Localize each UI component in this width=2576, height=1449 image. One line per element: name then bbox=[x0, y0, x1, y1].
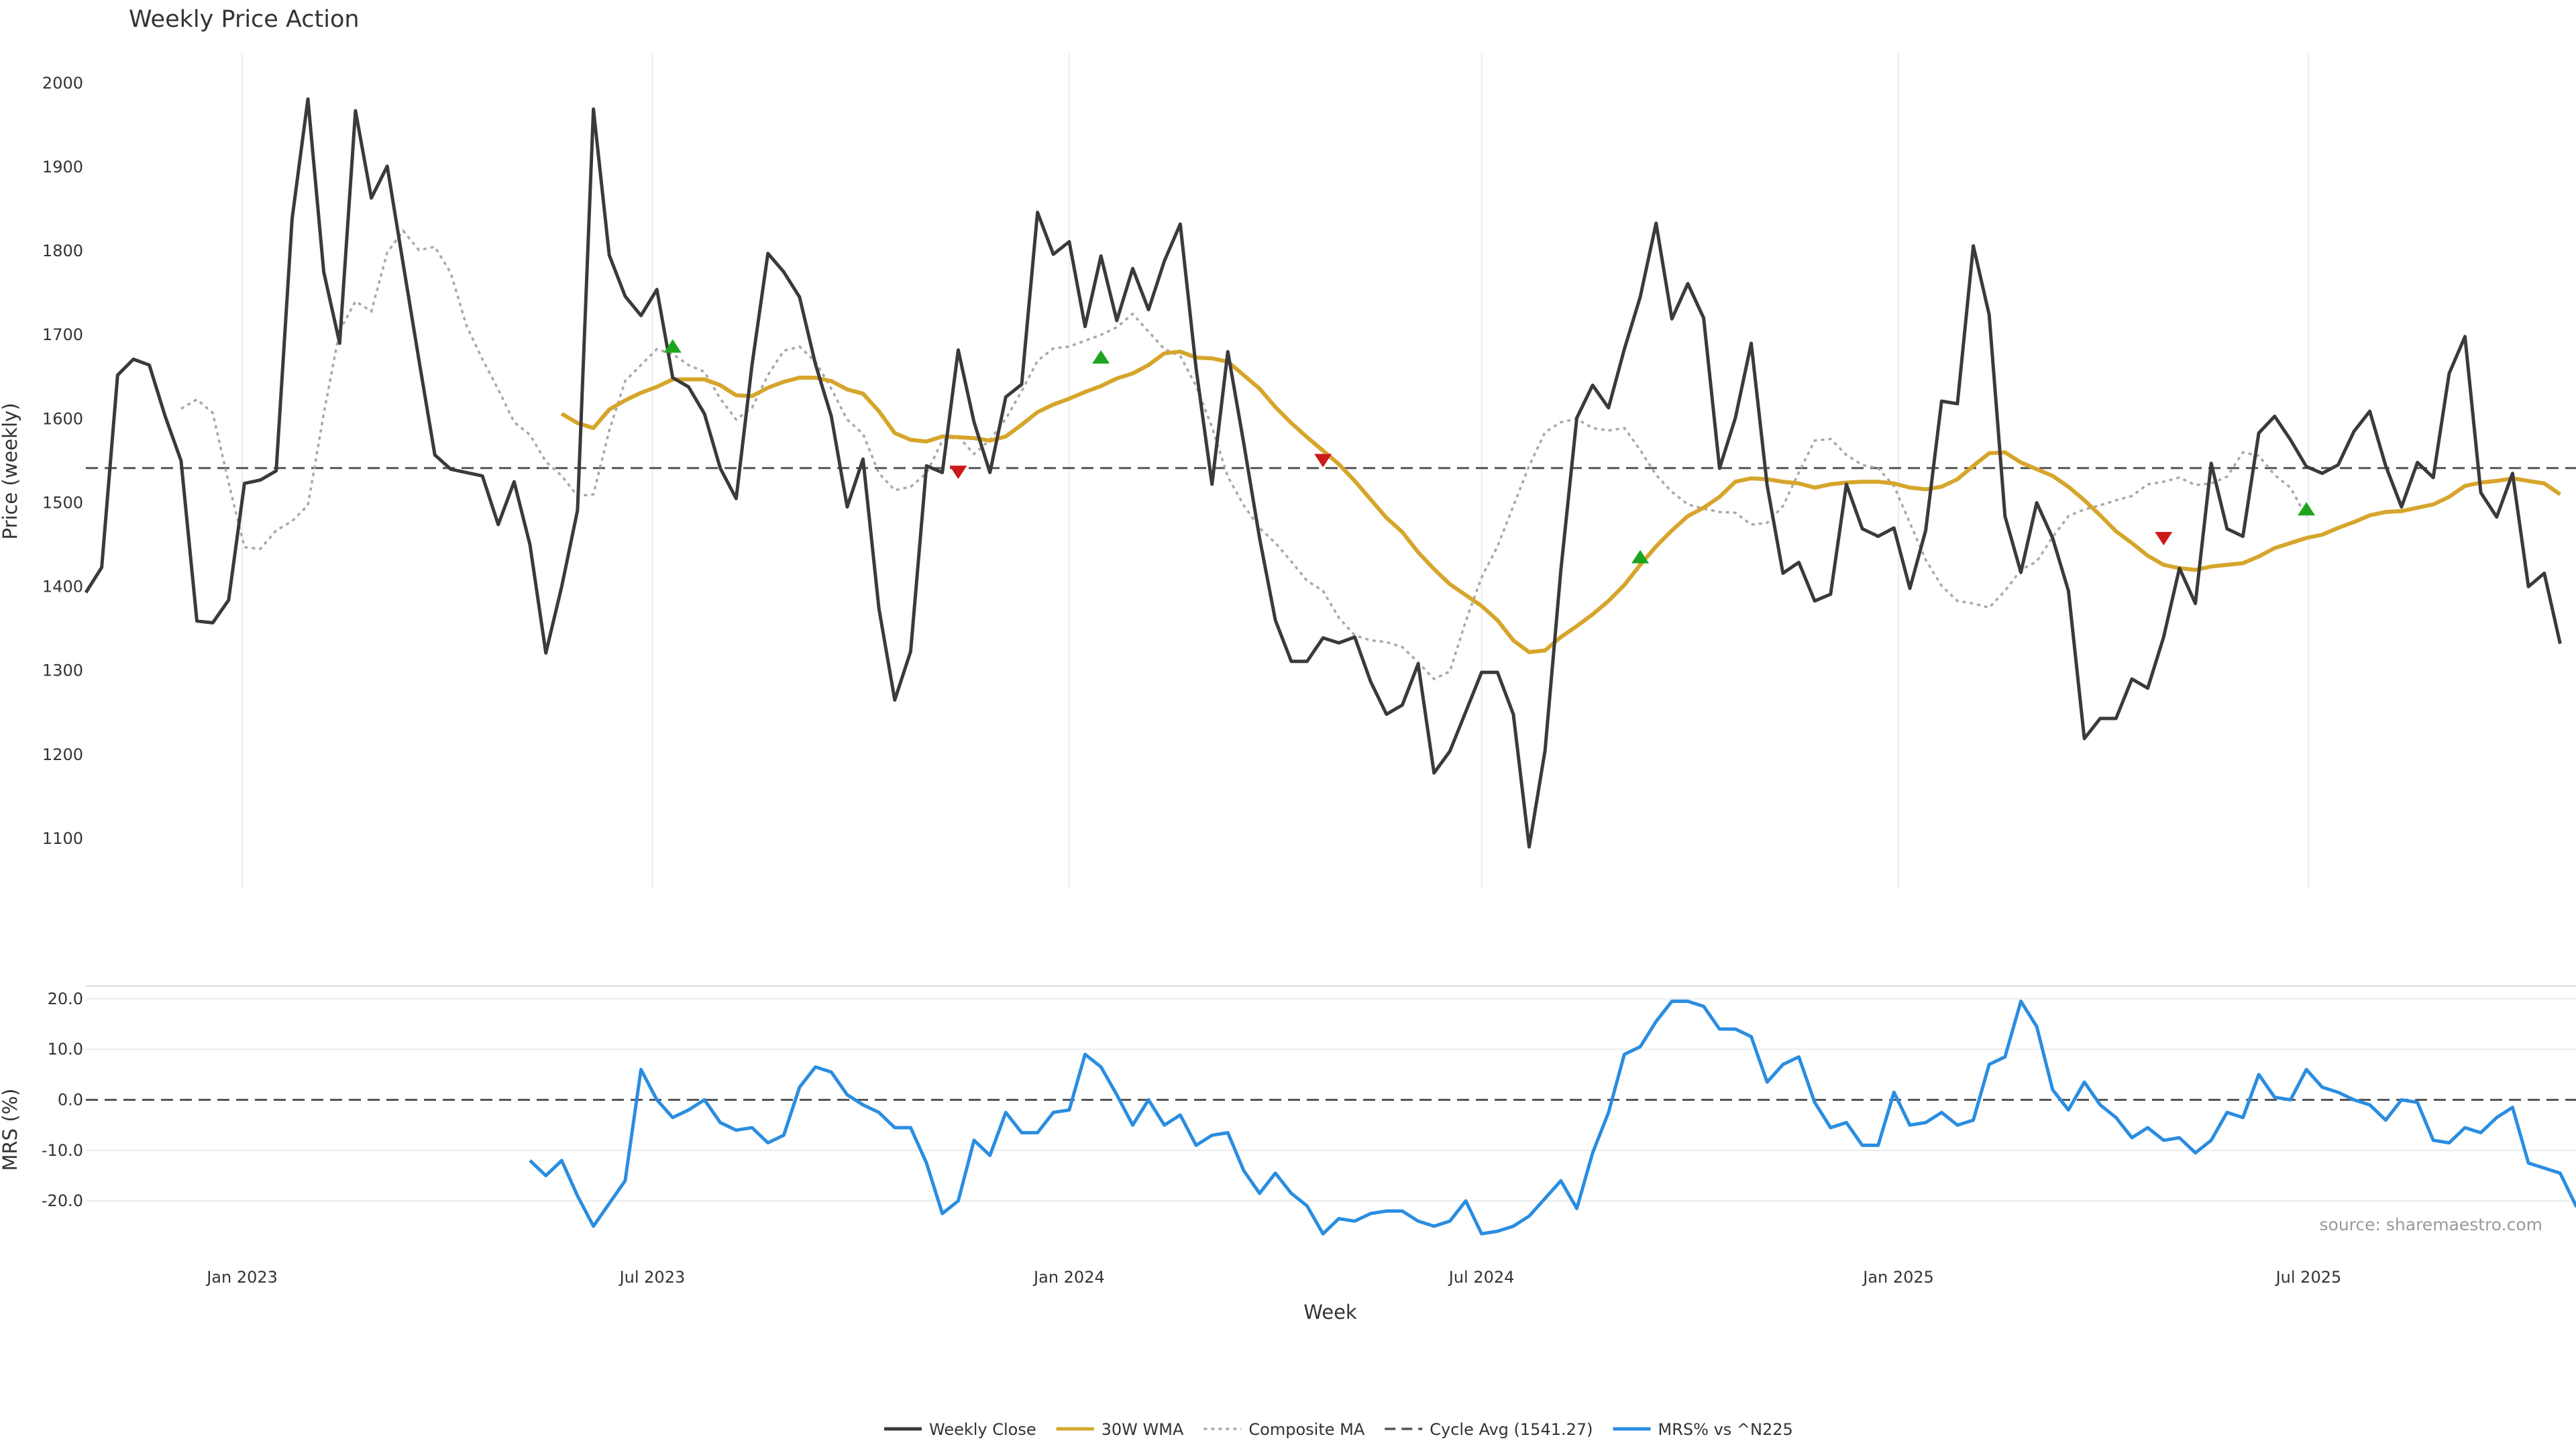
legend-label: Cycle Avg (1541.27) bbox=[1430, 1420, 1593, 1439]
price-y-tick-label: 1800 bbox=[42, 241, 83, 260]
mrs-line bbox=[529, 1000, 2576, 1236]
buy-signal-marker bbox=[2298, 502, 2316, 516]
x-axis-ticks: Jan 2023 Jul 2023 Jan 2024 Jul 2024 Jan 2025… bbox=[205, 1268, 2341, 1287]
sell-signal-marker bbox=[949, 466, 967, 480]
x-tick-label: Jul 2025 bbox=[2275, 1268, 2342, 1287]
price-y-tick-label: 1300 bbox=[42, 661, 83, 680]
sell-signal-marker bbox=[1314, 453, 1332, 468]
price-y-tick-label: 1400 bbox=[42, 578, 83, 596]
buy-signal-marker bbox=[1631, 549, 1650, 564]
legend-item: Composite MA bbox=[1203, 1420, 1365, 1439]
legend: Weekly Close 30W WMA Composite MA Cycle Avg… bbox=[884, 1420, 1793, 1439]
mrs-panel: -20.0 -10.0 0.0 10.0 20.0 MRS (%) source: sh… bbox=[0, 985, 2576, 1236]
legend-item: 30W WMA bbox=[1056, 1420, 1184, 1439]
sell-signal-marker bbox=[2155, 531, 2173, 545]
price-y-axis-label: Price (weekly) bbox=[0, 402, 21, 539]
price-y-tick-label: 1600 bbox=[42, 409, 83, 428]
mrs-y-tick-label: -20.0 bbox=[42, 1191, 83, 1210]
legend-item: Weekly Close bbox=[884, 1420, 1036, 1439]
legend-item: Cycle Avg (1541.27) bbox=[1385, 1420, 1593, 1439]
x-tick-label: Jan 2024 bbox=[1032, 1268, 1105, 1287]
buy-signal-marker bbox=[663, 339, 682, 353]
legend-label: Weekly Close bbox=[929, 1420, 1036, 1439]
price-y-tick-label: 1100 bbox=[42, 829, 83, 848]
mrs-y-tick-label: 0.0 bbox=[58, 1091, 83, 1110]
price-y-tick-label: 1200 bbox=[42, 745, 83, 764]
legend-label: Composite MA bbox=[1248, 1420, 1364, 1439]
x-axis-label: Week bbox=[1303, 1301, 1357, 1324]
mrs-y-tick-label: -10.0 bbox=[42, 1141, 83, 1160]
mrs-y-axis-label: MRS (%) bbox=[0, 1089, 21, 1171]
price-y-ticks: 1100 1200 1300 1400 1500 1600 1700 1800 1900 2000 bbox=[42, 74, 83, 848]
x-tick-label: Jul 2024 bbox=[1448, 1268, 1515, 1287]
mrs-y-tick-label: 20.0 bbox=[48, 989, 83, 1008]
price-x-grid bbox=[241, 54, 2310, 889]
price-y-tick-label: 2000 bbox=[42, 74, 83, 93]
x-tick-label: Jan 2023 bbox=[205, 1268, 278, 1287]
x-tick-label: Jul 2023 bbox=[619, 1268, 686, 1287]
wma-30w-line bbox=[560, 350, 2562, 655]
legend-label: MRS% vs ^N225 bbox=[1658, 1420, 1793, 1439]
mrs-y-tick-label: 10.0 bbox=[48, 1040, 83, 1059]
price-y-tick-label: 1500 bbox=[42, 493, 83, 512]
price-panel: 1100 1200 1300 1400 1500 1600 1700 1800 1900 2000… bbox=[0, 54, 2576, 889]
buy-signal-marker bbox=[1092, 350, 1110, 364]
x-tick-label: Jan 2025 bbox=[1862, 1268, 1934, 1287]
price-y-tick-label: 1900 bbox=[42, 158, 83, 176]
signal-markers bbox=[663, 339, 2316, 564]
composite-ma-line bbox=[180, 229, 2308, 681]
chart-title: Weekly Price Action bbox=[129, 6, 360, 33]
mrs-y-grid: -20.0 -10.0 0.0 10.0 20.0 bbox=[42, 989, 2576, 1210]
source-note: source: sharemaestro.com bbox=[2320, 1215, 2543, 1234]
price-y-tick-label: 1700 bbox=[42, 325, 83, 344]
weekly-close-line bbox=[84, 97, 2562, 849]
legend-item: MRS% vs ^N225 bbox=[1613, 1420, 1793, 1439]
legend-label: 30W WMA bbox=[1102, 1420, 1184, 1439]
